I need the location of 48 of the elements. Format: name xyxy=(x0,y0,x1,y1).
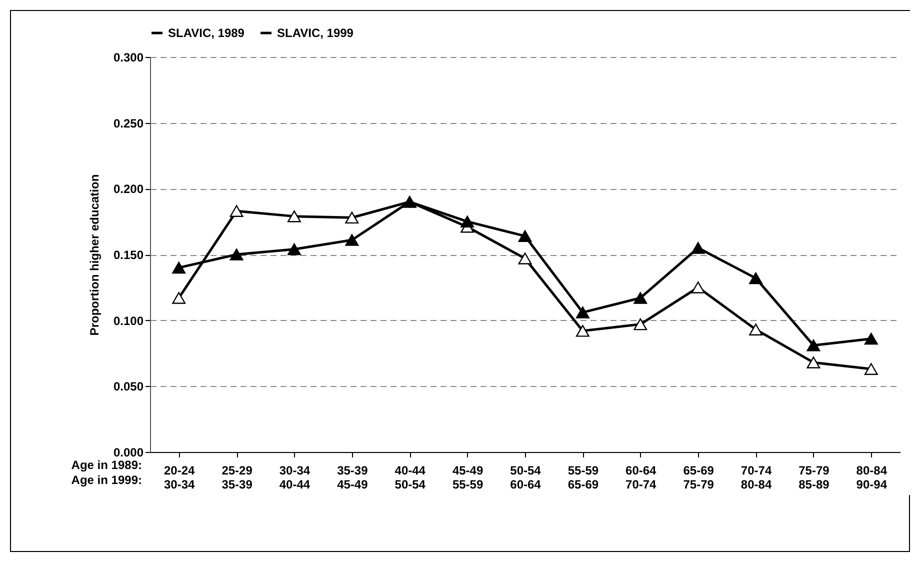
x-tick-label: 25-29 35-39 xyxy=(222,464,253,492)
y-tick-label: 0.100 xyxy=(113,314,144,328)
point xyxy=(460,216,474,228)
y-tick-label: 0.250 xyxy=(113,116,144,130)
text: Age in 1989: xyxy=(71,458,142,472)
point xyxy=(172,292,186,304)
point xyxy=(345,212,359,224)
x-tick-label: 30-34 40-44 xyxy=(279,464,310,492)
point xyxy=(288,243,301,256)
x-tick-label: 40-44 50-54 xyxy=(394,464,426,492)
point xyxy=(864,363,878,375)
point xyxy=(172,262,186,274)
x-tick-label: 75-79 85-89 xyxy=(798,464,830,492)
point xyxy=(576,324,590,337)
point xyxy=(288,210,301,222)
point xyxy=(749,272,762,284)
y-axis-title: Proportion higher education xyxy=(87,174,102,336)
point xyxy=(864,332,878,345)
x-tick-label: 65-69 75-79 xyxy=(683,464,714,492)
y-tick-label: 0.000 xyxy=(113,446,144,460)
point xyxy=(634,292,648,304)
y-tick-label: 0.200 xyxy=(113,182,144,196)
x-tick-label: 35-39 45-49 xyxy=(337,464,368,492)
point xyxy=(691,282,705,294)
x-tick-label: 45-49 55-59 xyxy=(452,464,484,492)
x-tick-label: 60-64 70-74 xyxy=(626,464,657,492)
x-tick-label: 50-54 60-64 xyxy=(510,464,542,492)
x-tick-label: 70-74 80-84 xyxy=(740,464,772,492)
x-tick-label: 80-84 90-94 xyxy=(856,464,888,492)
point xyxy=(230,205,244,217)
point xyxy=(230,248,244,260)
text: Age in 1999: xyxy=(71,473,142,487)
point xyxy=(691,242,705,254)
x-tick-label: 55-59 65-69 xyxy=(568,464,599,492)
x-tick-label: 20-24 30-34 xyxy=(164,464,196,492)
point xyxy=(576,306,590,318)
point xyxy=(806,339,820,352)
point xyxy=(518,230,532,242)
legend-label: SLAVIC, 1999 xyxy=(277,26,354,40)
legend-label: SLAVIC, 1989 xyxy=(168,26,245,40)
point xyxy=(345,234,359,246)
point xyxy=(634,318,648,330)
point xyxy=(749,324,762,336)
y-tick-label: 0.050 xyxy=(113,380,144,394)
point xyxy=(806,356,820,368)
y-tick-label: 0.150 xyxy=(113,248,144,262)
point xyxy=(518,252,532,264)
y-tick-label: 0.300 xyxy=(113,50,144,64)
